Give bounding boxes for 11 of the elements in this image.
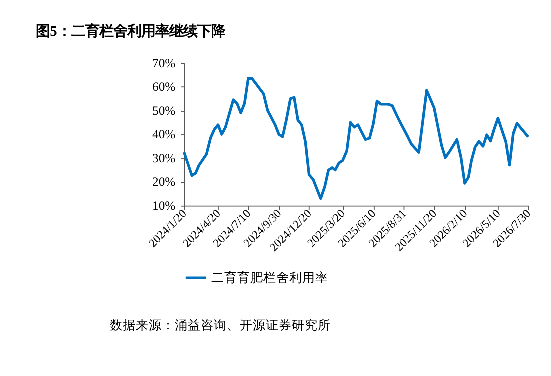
y-tick-label: 40%: [152, 128, 176, 142]
source-note: 数据来源：涌益咨询、开源证券研究所: [110, 318, 332, 333]
y-tick-label: 50%: [152, 104, 176, 118]
y-tick-label: 60%: [152, 80, 176, 94]
y-tick-label: 70%: [152, 56, 176, 70]
y-tick-label: 10%: [152, 198, 176, 213]
legend-label: 二育育肥栏舍利用率: [211, 270, 328, 285]
y-tick-label: 20%: [152, 175, 176, 190]
line-series: [182, 77, 530, 200]
chart-title: 图5：二育栏舍利用率继续下降: [36, 23, 226, 40]
y-tick-label: 30%: [152, 151, 176, 166]
